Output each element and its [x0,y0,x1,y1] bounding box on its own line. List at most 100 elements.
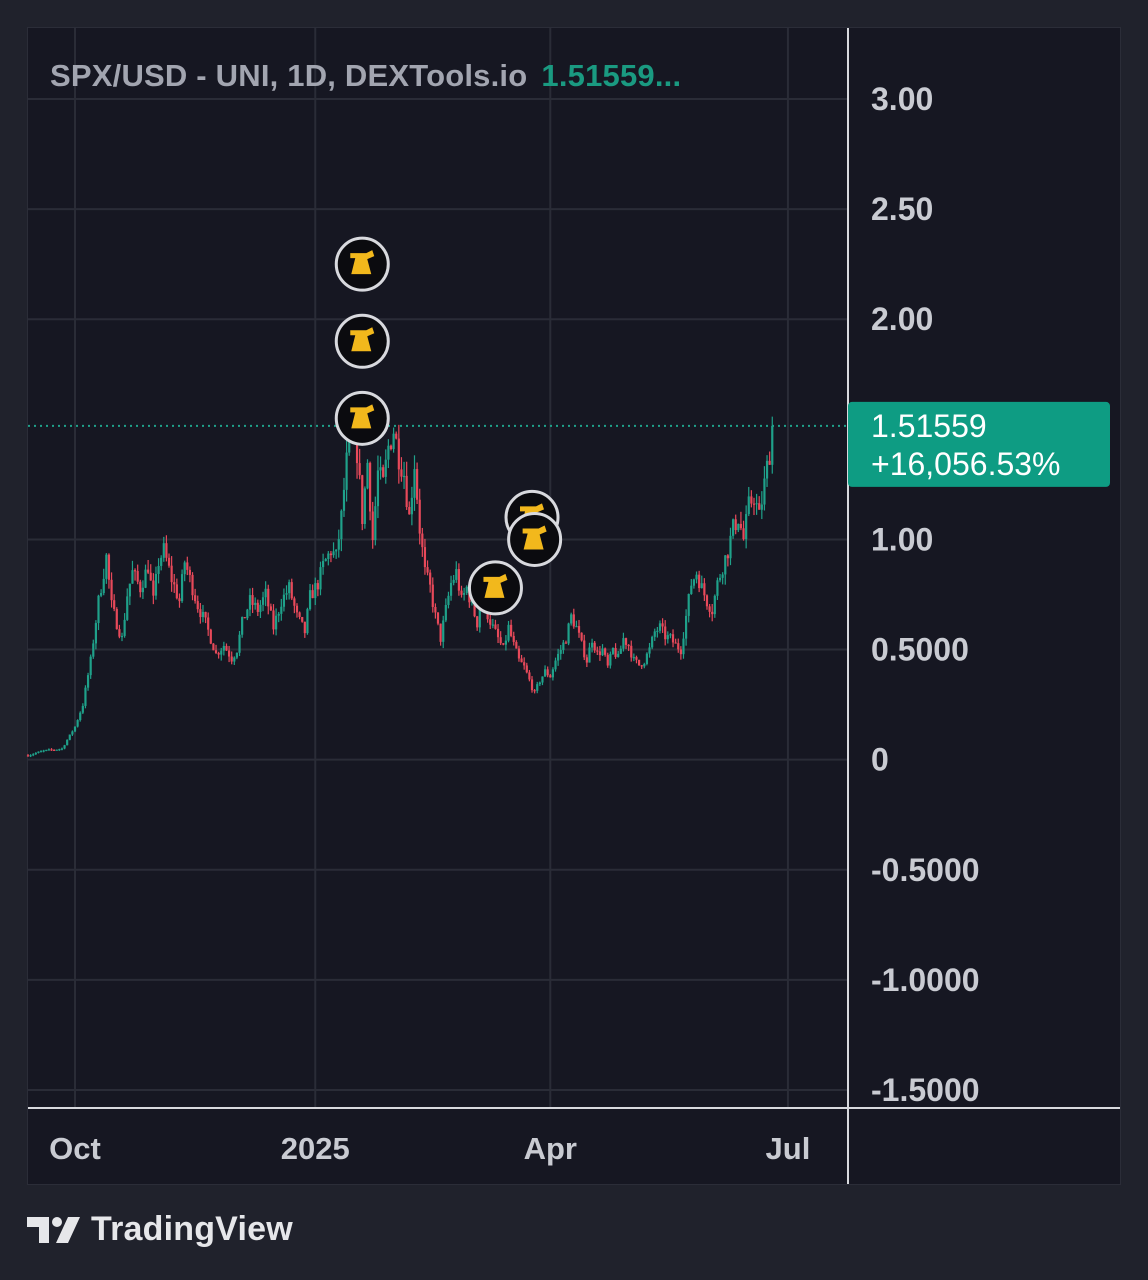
x-tick-label: Jul [766,1131,811,1166]
candle-body [426,567,429,573]
candle-body [199,609,202,618]
candle-body [760,504,763,510]
candle-body [648,647,651,654]
event-marker[interactable] [334,390,390,446]
candle-body [546,669,549,676]
candle-body [243,617,246,619]
tradingview-logo-icon [27,1216,80,1243]
candle-body [423,547,427,568]
candle-body [585,657,588,663]
candle-body [340,510,343,540]
candle-body [269,606,272,611]
candle-body [695,574,698,580]
candle-body [314,583,317,599]
candle-body [180,574,184,602]
candle-body [50,749,53,751]
candle-body [716,580,719,596]
fire-extinguisher-icon [522,525,547,550]
candle-body [214,650,218,653]
x-axis-ticks: Oct 2025 Apr Jul [49,1131,810,1166]
candle-body [71,731,74,735]
candle-body [590,642,594,648]
candle-body [133,570,137,572]
candle-body [771,425,774,465]
candle-body [89,656,92,676]
candle-body [577,626,581,633]
candle-body [361,475,364,525]
candle-body [45,749,48,752]
event-markers[interactable] [334,236,563,616]
candle-body [465,586,468,594]
candle-body [86,675,90,688]
event-marker[interactable] [334,313,390,369]
candle-body [366,462,369,489]
candle-body [705,595,709,607]
candle-body [105,554,108,579]
candle-body [609,653,612,666]
candle-body [588,647,591,663]
candle-body [327,553,330,559]
event-marker[interactable] [334,236,390,292]
candle-body [755,503,758,505]
candle-body [301,616,304,622]
candle-body [238,634,241,653]
candle-body [58,749,61,751]
y-tick-label: 2.50 [871,191,933,227]
candle-body [303,621,306,634]
candle-body [617,653,620,657]
chart-frame [27,27,1121,1185]
legend-last-value: 1.51559... [541,58,682,93]
candle-body [306,609,309,634]
candle-body [737,523,740,531]
candle-body [580,632,583,641]
candle-body [102,578,105,594]
candle-body [549,675,552,678]
candle-body [489,619,492,625]
candle-body [382,467,385,477]
candle-body [63,745,66,749]
candle-body [348,434,351,453]
candle-body [635,657,638,660]
tradingview-brand: TradingView [91,1210,293,1248]
candle-body [554,660,557,670]
event-marker[interactable] [507,511,563,567]
last-price-label[interactable]: 1.51559 +16,056.53% [848,401,1110,487]
candle-body [750,496,753,504]
candle-body [562,642,565,650]
candle-body [256,602,259,612]
candle-body [439,623,442,642]
candle-body [358,463,361,476]
candle-body [319,567,322,590]
candle-body [115,608,118,630]
candle-body [504,640,507,645]
candle-body [227,650,231,657]
chart-legend: SPX/USD - UNI, 1D, DEXTools.io 1.51559... [50,58,681,94]
event-marker[interactable] [467,560,523,616]
price-label-change: +16,056.53% [871,446,1061,482]
candle-body [640,665,643,667]
candle-body [434,606,437,613]
candle-body [201,611,205,618]
candle-body [624,638,628,645]
candle-body [679,649,682,655]
candle-body [53,749,56,751]
fire-extinguisher-icon [350,327,375,352]
candle-body [167,557,171,566]
candle-body [627,644,630,647]
candle-body [528,672,531,680]
candle-body [658,623,662,631]
candle-body [460,590,463,595]
candle-body [152,580,155,596]
candle-body [614,647,617,657]
candle-body [113,600,116,609]
y-tick-label: -1.0000 [871,962,980,998]
candle-body [494,624,497,629]
tradingview-logo[interactable]: TradingView [27,1210,293,1249]
candle-body [671,634,675,643]
candle-body [136,571,139,582]
candle-body [316,583,319,590]
candle-body [463,593,466,595]
candle-body [512,635,515,642]
candle-body [248,595,252,610]
